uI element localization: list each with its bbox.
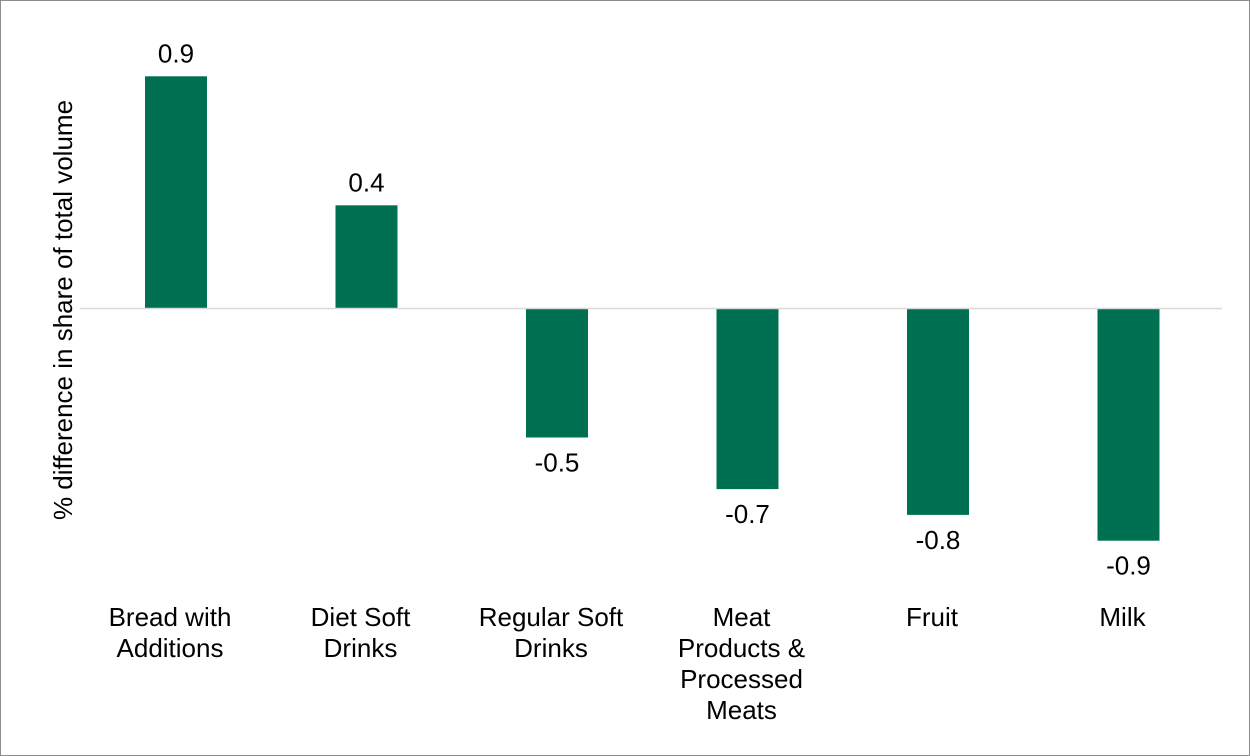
data-label: -0.9 [1106, 551, 1151, 581]
data-label: -0.5 [535, 448, 580, 478]
category-label: Drinks [324, 633, 398, 663]
data-label: -0.7 [725, 499, 770, 529]
category-label: Meats [706, 695, 777, 725]
category-label: Diet Soft [311, 602, 411, 632]
bar [716, 308, 779, 490]
bar [526, 308, 588, 438]
data-label: -0.8 [916, 525, 961, 555]
category-label: Regular Soft [479, 602, 624, 632]
category-label: Bread with [109, 602, 232, 632]
bar [145, 76, 207, 309]
data-label: 0.9 [158, 38, 194, 68]
category-label: Processed [680, 664, 803, 694]
category-label: Drinks [514, 633, 588, 663]
bar [335, 205, 398, 309]
category-label: Milk [1099, 602, 1146, 632]
value-labels-group: 0.9 0.4 -0.5 -0.7 -0.8 -0.9 [158, 38, 1151, 580]
y-axis-label: % difference in share of total volume [48, 100, 78, 520]
category-label: Products & [678, 633, 805, 663]
bar [907, 308, 969, 515]
category-label: Meat [713, 602, 772, 632]
category-label: Additions [117, 633, 224, 663]
data-label: 0.4 [348, 167, 384, 197]
bar [1097, 308, 1160, 541]
category-label: Fruit [906, 602, 959, 632]
bars-group [145, 76, 1160, 541]
